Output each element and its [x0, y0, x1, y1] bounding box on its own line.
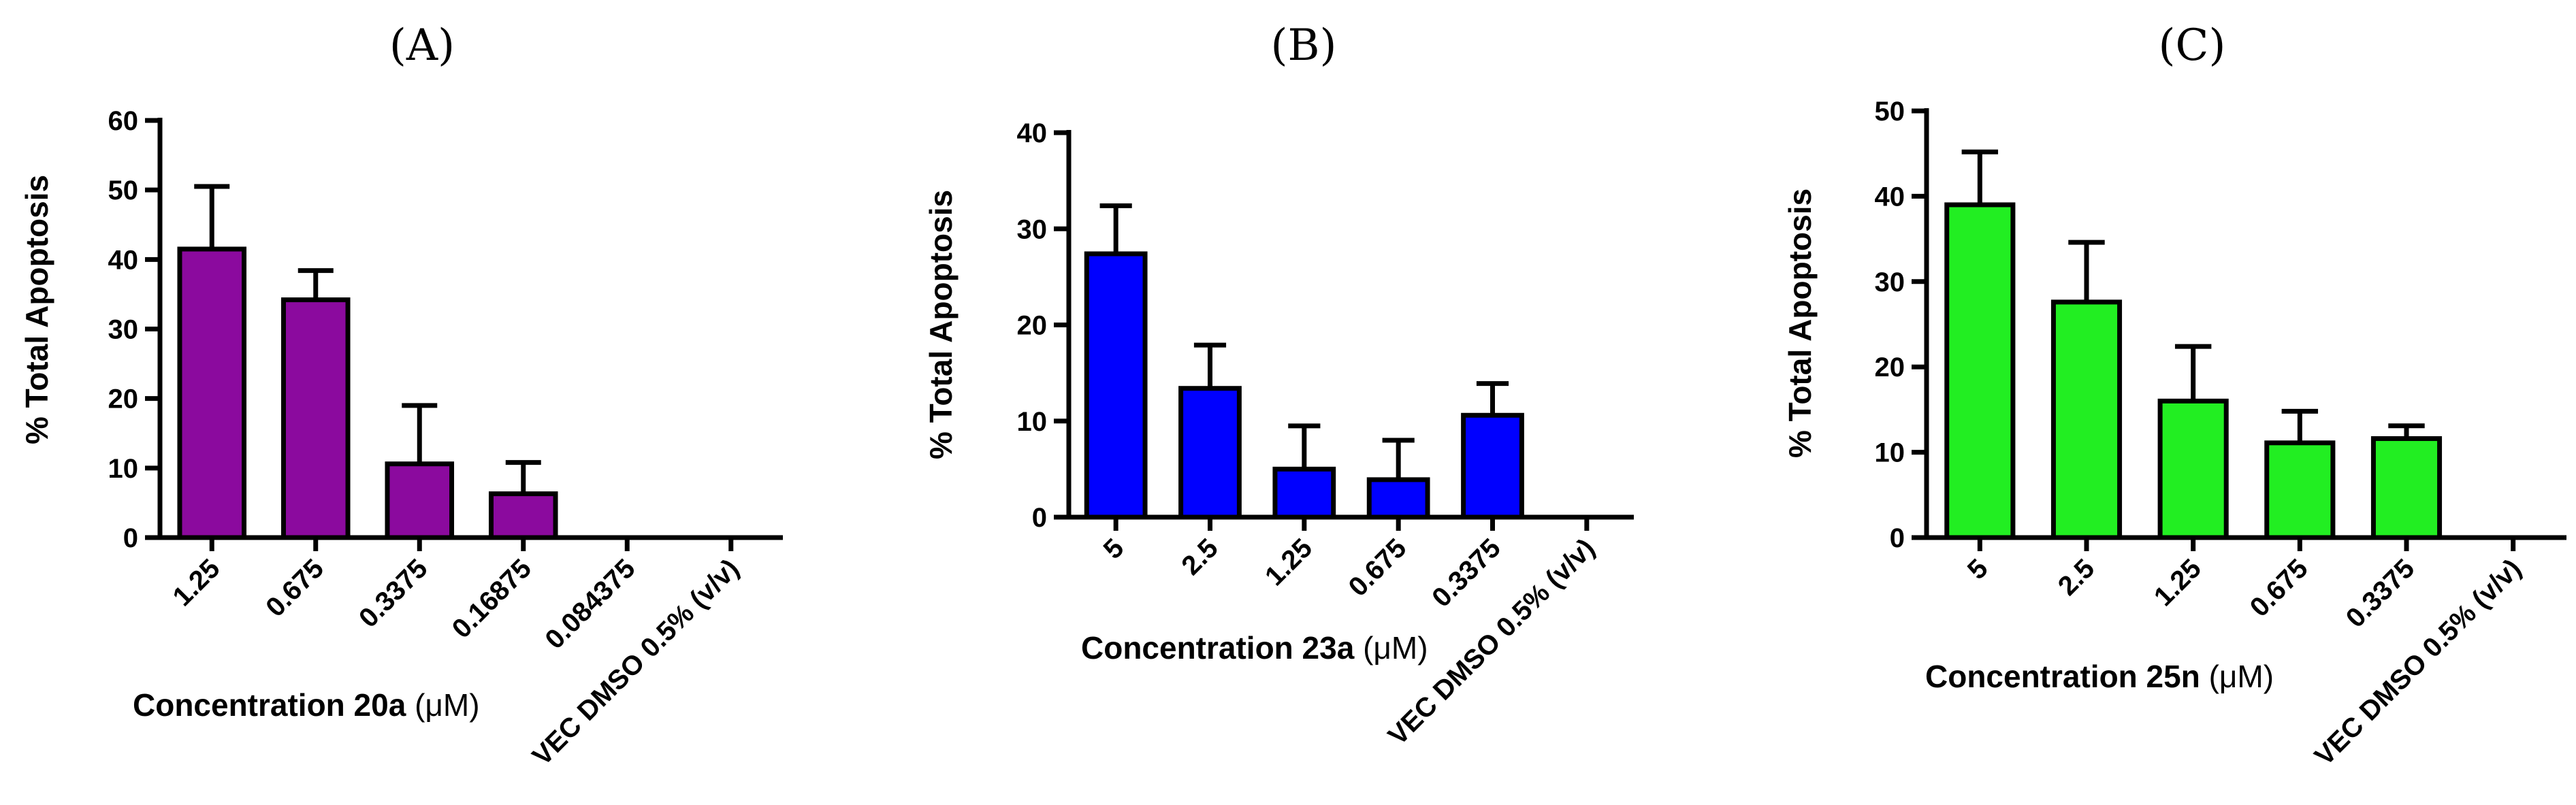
chart-panel-a: (A) % Total Apoptosis Concentration 20a … [19, 20, 783, 772]
y-axis-title: % Total Apoptosis [1782, 188, 1818, 458]
x-tick-label: VEC DMSO 0.5% (v/v) [527, 553, 745, 771]
y-axis-title: % Total Apoptosis [923, 190, 959, 459]
y-tick-label: 60 [108, 106, 139, 136]
x-tick-label: 5 [1962, 553, 1994, 585]
bar [1461, 412, 1524, 520]
y-tick-label: 0 [1890, 523, 1905, 553]
y-tick-label: 20 [1875, 352, 1905, 382]
bar [1084, 251, 1148, 520]
y-tick-label: 30 [1017, 214, 1048, 244]
bar [177, 246, 247, 540]
x-axis-title-text: Concentration 23a [1081, 630, 1355, 666]
y-tick-label: 20 [1017, 311, 1048, 341]
bar [2050, 299, 2123, 540]
x-tick-label: 0.16875 [447, 553, 537, 644]
y-tick-label: 40 [108, 245, 139, 275]
x-tick-label: 1.25 [167, 553, 225, 612]
y-tick-label: 0 [123, 523, 138, 553]
x-tick-label: VEC DMSO 0.5% (v/v) [2309, 553, 2527, 771]
x-tick-label: 0.675 [1343, 533, 1413, 602]
bar [2157, 398, 2229, 540]
plot-area: 0 10 20 30 40 50 60 1.25 0.675 0.3375 0.16875 0.084… [108, 106, 783, 772]
x-tick-label: 0.3375 [2340, 553, 2421, 634]
bar [280, 297, 351, 540]
x-tick-label: 1.25 [1259, 533, 1318, 591]
y-tick-label: 30 [108, 315, 139, 345]
x-tick-label: 2.5 [2052, 553, 2100, 601]
x-axis-title-text: Concentration 20a [133, 687, 406, 723]
y-tick-label: 0 [1032, 503, 1047, 533]
panel-label: (C) [2159, 20, 2226, 71]
bar [1944, 202, 2016, 540]
y-tick-label: 40 [1875, 182, 1905, 212]
bar [385, 461, 455, 540]
panel-label: (B) [1271, 20, 1337, 71]
y-tick-label: 40 [1017, 118, 1048, 148]
x-axis-title-unit: (μM) [2209, 659, 2274, 694]
y-tick-label: 10 [1017, 407, 1048, 437]
bar [488, 491, 558, 540]
y-axis-title: % Total Apoptosis [19, 175, 54, 444]
panel-label: (A) [389, 20, 455, 71]
x-tick-label: 0.084375 [540, 553, 641, 655]
chart-panel-c: (C) % Total Apoptosis Concentration 25n … [1782, 20, 2566, 772]
y-tick-label: 20 [108, 384, 139, 414]
x-tick-label: 0.675 [2244, 553, 2314, 623]
x-tick-label: 0.675 [260, 553, 329, 623]
chart-panel-b: (B) % Total Apoptosis Concentration 23a … [923, 20, 1634, 751]
x-axis-title-unit: (μM) [1363, 630, 1428, 666]
y-tick-label: 50 [1875, 97, 1905, 127]
x-axis-title: Concentration 23a (μM) [1081, 630, 1428, 666]
bar [1272, 466, 1336, 520]
y-tick-label: 10 [108, 454, 139, 484]
y-tick-label: 50 [108, 176, 139, 206]
x-tick-label: 2.5 [1176, 533, 1223, 580]
x-axis-title-unit: (μM) [415, 687, 479, 723]
x-tick-label: 0.3375 [353, 553, 434, 634]
y-tick-label: 10 [1875, 438, 1905, 468]
x-tick-label: 1.25 [2148, 553, 2207, 612]
x-axis-title: Concentration 20a (μM) [133, 687, 480, 723]
x-tick-label: 5 [1098, 533, 1130, 565]
bar [1178, 386, 1242, 520]
y-tick-label: 30 [1875, 267, 1905, 297]
x-axis-title-text: Concentration 25n [1925, 659, 2200, 694]
x-axis-title: Concentration 25n (μM) [1925, 659, 2274, 694]
bar [2370, 436, 2443, 540]
bar [1366, 477, 1430, 520]
bar [2264, 440, 2336, 540]
x-tick-label: 0.3375 [1426, 533, 1507, 613]
